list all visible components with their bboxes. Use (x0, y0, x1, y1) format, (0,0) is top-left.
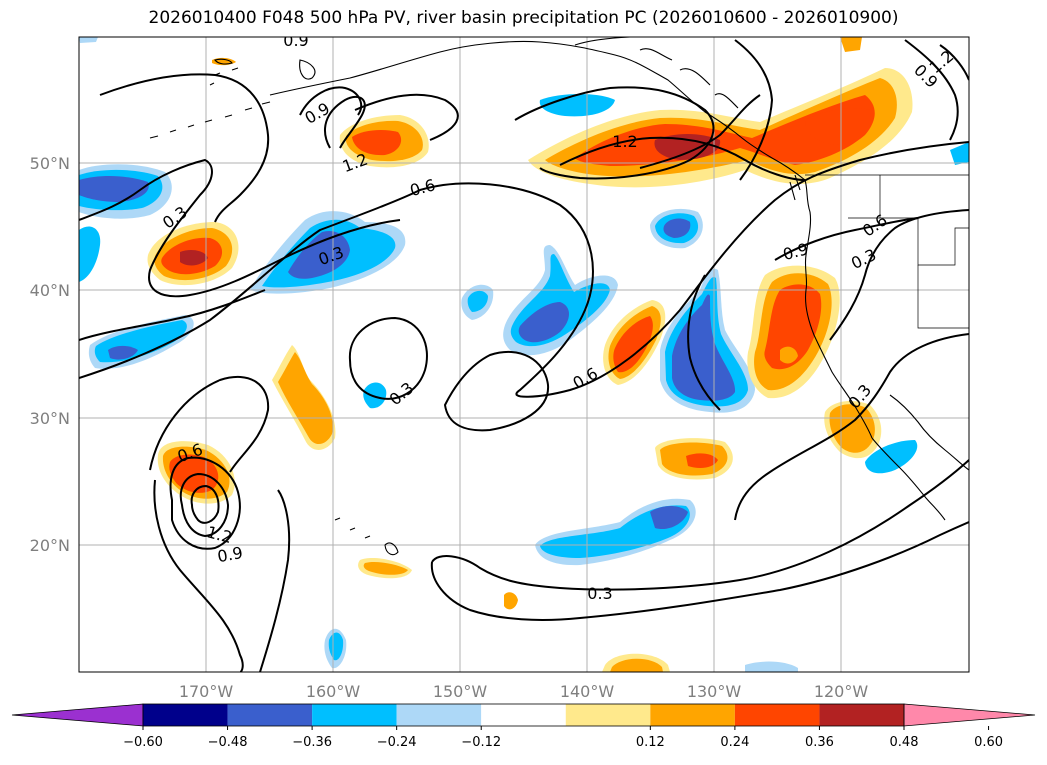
contour-label: 0.3 (587, 584, 612, 603)
colorbar-tick-label: 0.24 (720, 735, 749, 750)
colorbar-tick-label: 0.60 (974, 735, 1003, 750)
contour-label: 0.9 (216, 543, 244, 566)
contour-0.3-south (149, 375, 270, 473)
colorbar-segment (312, 704, 397, 726)
lon-label-130w: 130°W (687, 682, 742, 701)
colorbar-segment (650, 704, 735, 726)
colorbar: −0.60 −0.48 −0.36 −0.24 −0.12 0.12 0.24 0.36 0.4… (11, 703, 1036, 750)
colorbar-tick-label: −0.12 (461, 735, 501, 750)
contour-0.3-east (734, 333, 969, 521)
map-frame (78, 36, 970, 673)
contour-1.2-hi (190, 484, 220, 524)
colorbar-segment (481, 704, 566, 726)
colorbar-tick-label: −0.24 (377, 735, 417, 750)
colorbar-extend-low (11, 703, 144, 727)
colorbar-tick-label: 0.36 (805, 735, 834, 750)
colorbar-segment (819, 704, 904, 726)
colorbar-segment (227, 704, 313, 726)
gridlines (79, 37, 969, 672)
colorbar-tick-label: −0.48 (208, 735, 248, 750)
colorbar-tick-label: 0.12 (636, 735, 665, 750)
lat-label-50n: 50°N (30, 154, 70, 173)
lon-label-170w: 170°W (179, 682, 234, 701)
lat-label-20n: 20°N (30, 536, 70, 555)
contour-0.9-nw (299, 86, 363, 116)
colorbar-tick-label: 0.48 (890, 735, 919, 750)
contour-0.9-north (99, 73, 715, 223)
colorbar-extend-high (903, 703, 1036, 727)
contour-0.3-mid (443, 350, 550, 432)
colorbar-tick-label: −0.36 (292, 735, 332, 750)
contour-0.9-hi (179, 472, 230, 538)
coast-hawaii (334, 517, 399, 556)
precipitation-shading (79, 37, 969, 672)
colorbar-segment (734, 704, 820, 726)
colorbar-segment (143, 704, 228, 726)
lat-label-40n: 40°N (30, 281, 70, 300)
colorbar-tick-label: −0.60 (123, 735, 163, 750)
contour-1.2-coast (559, 136, 806, 181)
coast-alaska (269, 40, 806, 181)
contour-0.6-hi (169, 456, 241, 550)
map-title: 2026010400 F048 500 hPa PV, river basin … (148, 8, 899, 28)
colorbar-segment (396, 704, 482, 726)
contour-label: 0.9 (283, 31, 308, 50)
colorbar-outline (142, 703, 905, 727)
lon-label-120w: 120°W (814, 682, 869, 701)
pv-contours (79, 39, 969, 672)
contour-label: 1.2 (612, 132, 637, 151)
coast-west-us (804, 179, 873, 439)
lon-labels: 170°W 160°W 150°W 140°W 130°W 120°W (179, 682, 869, 701)
lon-label-140w: 140°W (560, 682, 615, 701)
contour-0.3-eq (431, 459, 969, 591)
contour-0.3-ring (79, 158, 401, 298)
contour-1.2-north (324, 95, 366, 149)
contour-0.6-main (79, 141, 969, 398)
coastlines (149, 37, 969, 556)
lon-label-160w: 160°W (306, 682, 361, 701)
lat-labels: 50°N 40°N 30°N 20°N (30, 154, 70, 555)
political-borders (805, 174, 969, 329)
contour-0.9-ne (734, 39, 774, 181)
contour-0.3-circle (348, 316, 428, 400)
lon-label-150w: 150°W (433, 682, 488, 701)
coast-baja (871, 437, 946, 521)
colorbar-segment (565, 704, 651, 726)
lat-label-30n: 30°N (30, 409, 70, 428)
